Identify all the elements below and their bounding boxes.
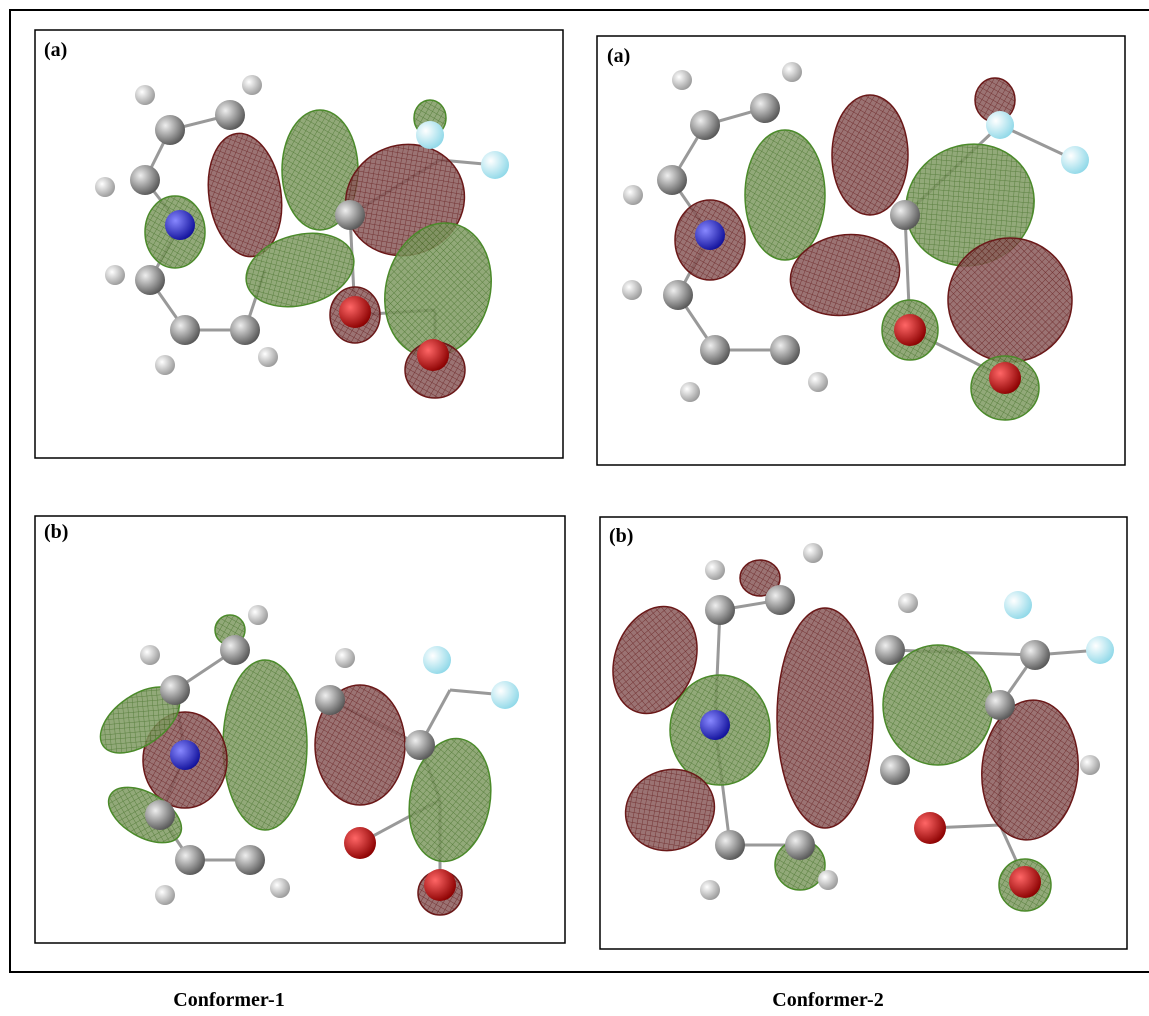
atom [1009, 866, 1041, 898]
atom [235, 845, 265, 875]
atom [175, 845, 205, 875]
atom [672, 70, 692, 90]
atom [690, 110, 720, 140]
atom [335, 648, 355, 668]
panel-label: (b) [609, 525, 633, 547]
atom [1080, 755, 1100, 775]
atom [875, 635, 905, 665]
caption: Conformer-2 [772, 989, 883, 1011]
atom [270, 878, 290, 898]
atom [695, 220, 725, 250]
atom [808, 372, 828, 392]
atom [230, 315, 260, 345]
atom [622, 280, 642, 300]
atom [894, 314, 926, 346]
panel-label: (a) [44, 39, 67, 61]
atom [165, 210, 195, 240]
atom [700, 880, 720, 900]
atom [145, 800, 175, 830]
atom [135, 265, 165, 295]
atom [105, 265, 125, 285]
atom [989, 362, 1021, 394]
atom [155, 115, 185, 145]
page: (a) (a) (b) (b) Conformer-1 Conformer-2 … [0, 0, 1149, 1011]
orbital-lobe [832, 95, 908, 215]
atom [623, 185, 643, 205]
atom [339, 296, 371, 328]
atom [160, 675, 190, 705]
atom [215, 100, 245, 130]
atom [220, 635, 250, 665]
panel-label: (a) [607, 45, 630, 67]
atom [417, 339, 449, 371]
orbital-lobe [223, 660, 307, 830]
atom [680, 382, 700, 402]
molecules [89, 62, 1114, 915]
atom [914, 812, 946, 844]
atom [170, 740, 200, 770]
atom [750, 93, 780, 123]
panel-label: (b) [44, 521, 68, 543]
atom [986, 111, 1014, 139]
atom [657, 165, 687, 195]
atom [170, 315, 200, 345]
atom [155, 885, 175, 905]
atom [258, 347, 278, 367]
atom [491, 681, 519, 709]
atom [985, 690, 1015, 720]
atom [700, 710, 730, 740]
atom [880, 755, 910, 785]
atom [803, 543, 823, 563]
atom [700, 335, 730, 365]
figure: (a) (a) (b) (b) Conformer-1 Conformer-2 [0, 0, 1149, 1011]
atom [1086, 636, 1114, 664]
atom [705, 595, 735, 625]
atom [248, 605, 268, 625]
atom [663, 280, 693, 310]
atom [95, 177, 115, 197]
atom [1004, 591, 1032, 619]
atom [130, 165, 160, 195]
atom [890, 200, 920, 230]
atom [135, 85, 155, 105]
atom [423, 646, 451, 674]
atom [785, 830, 815, 860]
atom [1061, 146, 1089, 174]
atom [765, 585, 795, 615]
atom [818, 870, 838, 890]
atom [344, 827, 376, 859]
atom [405, 730, 435, 760]
atom [705, 560, 725, 580]
atom [898, 593, 918, 613]
atom [770, 335, 800, 365]
atom [782, 62, 802, 82]
atom [155, 355, 175, 375]
atom [715, 830, 745, 860]
atom [481, 151, 509, 179]
orbital-lobe [745, 130, 825, 260]
atom [335, 200, 365, 230]
orbital-lobe [777, 608, 873, 828]
atom [242, 75, 262, 95]
atom [424, 869, 456, 901]
atom [1020, 640, 1050, 670]
caption: Conformer-1 [173, 989, 284, 1011]
atom [315, 685, 345, 715]
orbital-lobe [883, 645, 993, 765]
atom [416, 121, 444, 149]
atom [140, 645, 160, 665]
